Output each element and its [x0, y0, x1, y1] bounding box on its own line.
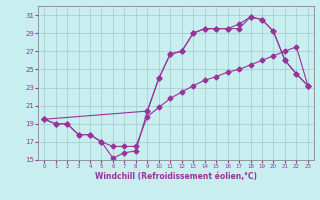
X-axis label: Windchill (Refroidissement éolien,°C): Windchill (Refroidissement éolien,°C)	[95, 172, 257, 181]
